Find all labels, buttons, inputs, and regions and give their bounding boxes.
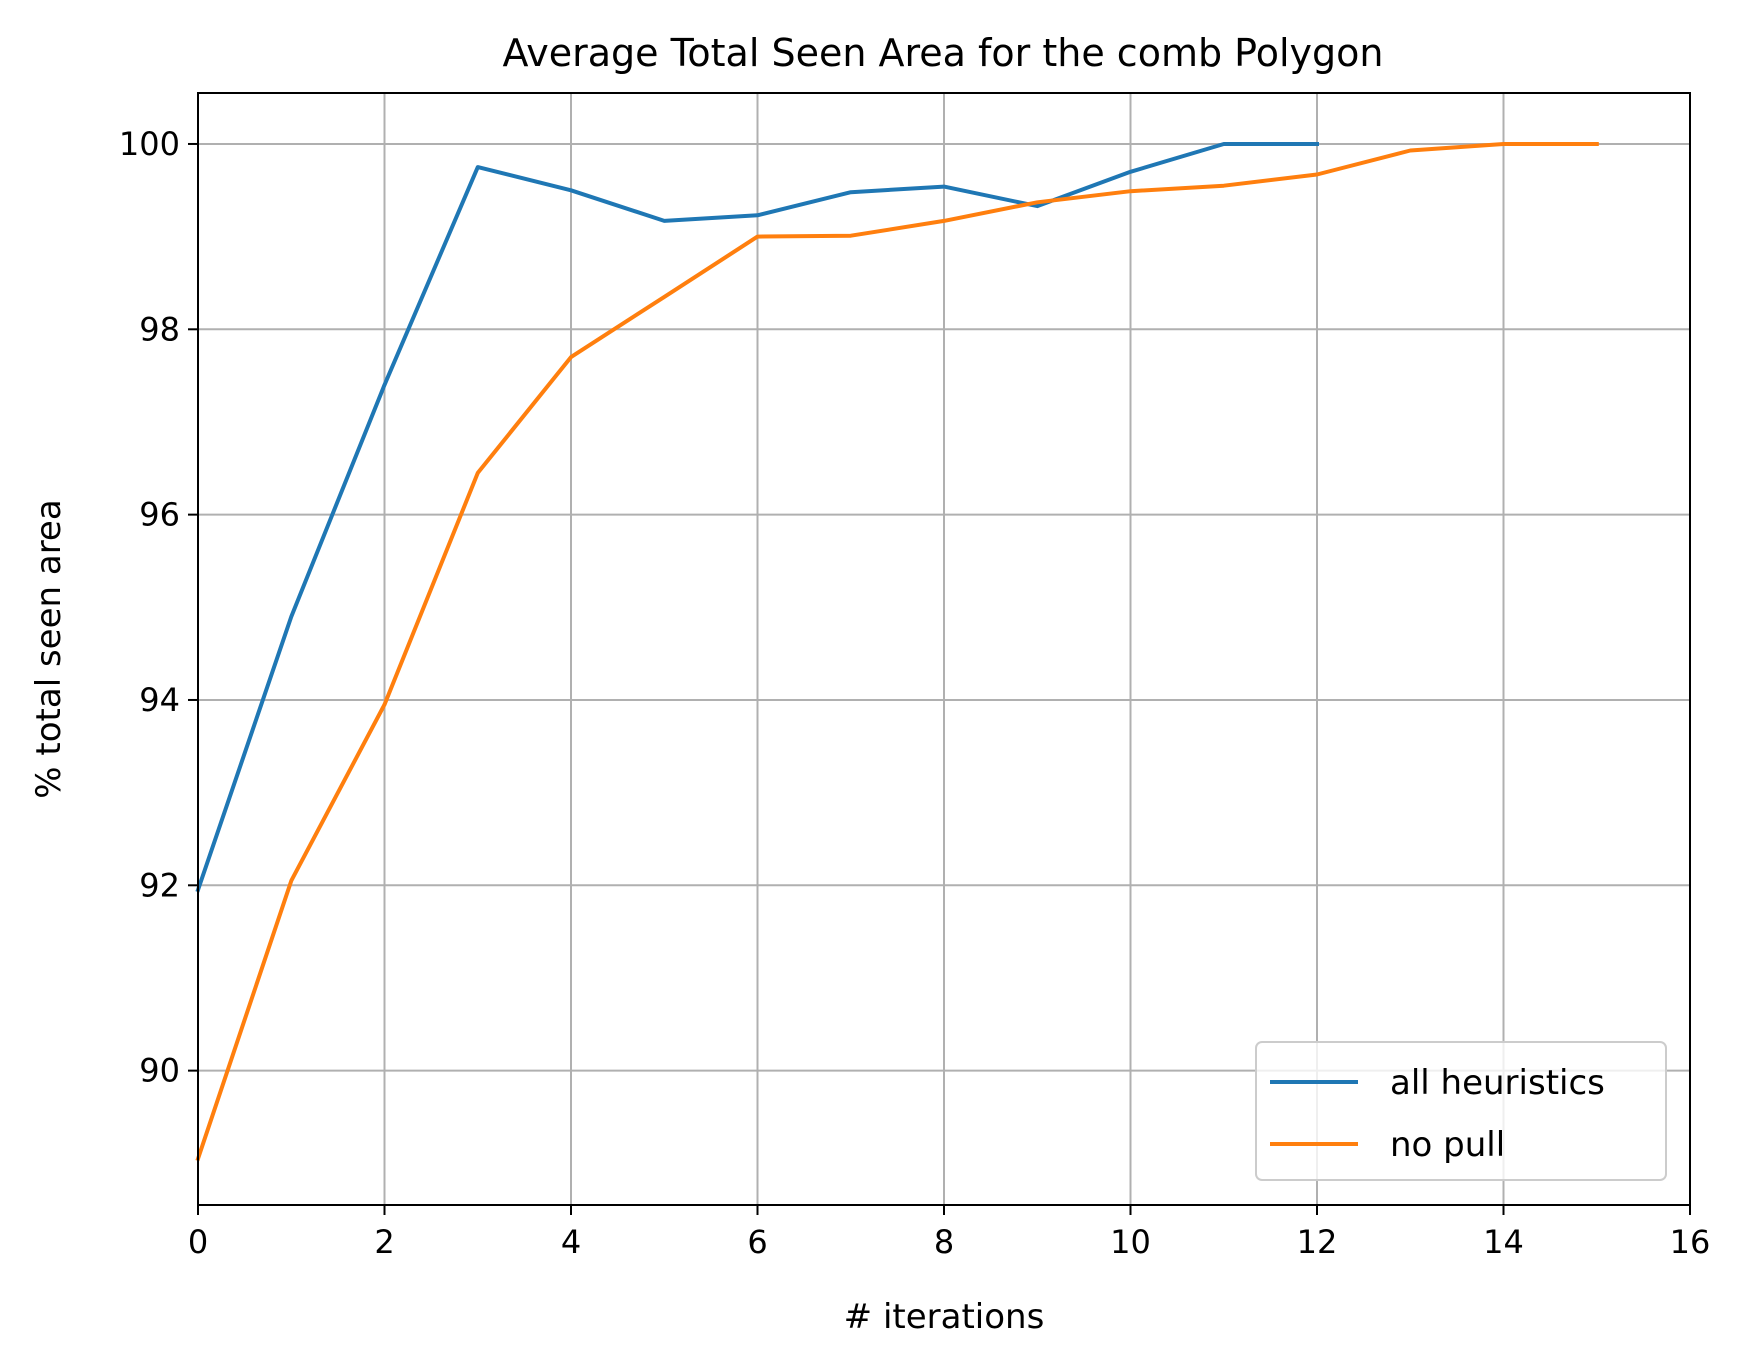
- y-tick-label: 96: [139, 496, 180, 534]
- series-lines: [195, 142, 1599, 1162]
- y-tick-label: 98: [139, 310, 180, 348]
- legend-box: [1255, 1041, 1667, 1181]
- x-tick-label: 8: [934, 1223, 954, 1261]
- x-axis-label: # iterations: [844, 1297, 1045, 1337]
- legend: all heuristics no pull: [1255, 1041, 1667, 1181]
- legend-label: all heuristics: [1390, 1063, 1605, 1103]
- x-tick-label: 12: [1297, 1223, 1338, 1261]
- x-tick-label: 6: [747, 1223, 767, 1261]
- x-tick-label: 0: [188, 1223, 208, 1261]
- series-line-1: [195, 142, 1599, 1162]
- x-tick-label: 2: [374, 1223, 394, 1261]
- x-tick-label: 10: [1110, 1223, 1151, 1261]
- x-tick-label: 14: [1483, 1223, 1524, 1261]
- legend-label: no pull: [1390, 1125, 1505, 1165]
- y-tick-label: 100: [119, 125, 180, 163]
- y-axis-label: % total seen area: [29, 499, 69, 798]
- axis-ticks: 0 2 4 6 8 10 12 14 16 90 92 94 96 98 100: [119, 125, 1710, 1261]
- chart-title: Average Total Seen Area for the comb Pol…: [503, 31, 1384, 75]
- y-tick-label: 90: [139, 1052, 180, 1090]
- y-tick-label: 94: [139, 681, 180, 719]
- x-tick-label: 16: [1670, 1223, 1711, 1261]
- y-tick-label: 92: [139, 866, 180, 904]
- series-line-0: [195, 142, 1319, 893]
- x-tick-label: 4: [561, 1223, 581, 1261]
